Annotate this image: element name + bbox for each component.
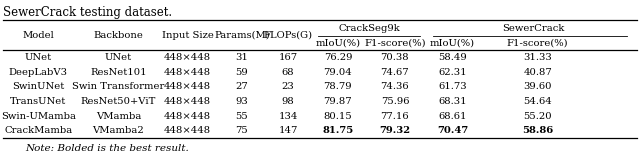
Text: 77.16: 77.16 — [381, 112, 409, 121]
Text: Model: Model — [22, 31, 54, 40]
Text: VMamba2: VMamba2 — [93, 126, 144, 135]
Text: 134: 134 — [278, 112, 298, 121]
Text: 79.32: 79.32 — [380, 126, 410, 135]
Text: 70.47: 70.47 — [437, 126, 468, 135]
Text: VMamba: VMamba — [96, 112, 141, 121]
Text: 98: 98 — [282, 97, 294, 106]
Text: SewerCrack: SewerCrack — [502, 24, 564, 33]
Text: 448×448: 448×448 — [164, 53, 211, 62]
Text: 75.96: 75.96 — [381, 97, 409, 106]
Text: 70.38: 70.38 — [381, 53, 409, 62]
Text: 55: 55 — [236, 112, 248, 121]
Text: 448×448: 448×448 — [164, 112, 211, 121]
Text: Swin Transformer: Swin Transformer — [72, 82, 164, 91]
Text: 39.60: 39.60 — [524, 82, 552, 91]
Text: 93: 93 — [236, 97, 248, 106]
Text: UNet: UNet — [105, 53, 132, 62]
Text: 62.31: 62.31 — [438, 68, 467, 77]
Text: 68.61: 68.61 — [438, 112, 467, 121]
Text: 79.87: 79.87 — [324, 97, 352, 106]
Text: 61.73: 61.73 — [438, 82, 467, 91]
Text: 167: 167 — [278, 53, 298, 62]
Text: Note: Bolded is the best result.: Note: Bolded is the best result. — [26, 144, 189, 154]
Text: 23: 23 — [282, 82, 294, 91]
Text: CrackSeg9k: CrackSeg9k — [339, 24, 400, 33]
Text: 78.79: 78.79 — [324, 82, 352, 91]
Text: 448×448: 448×448 — [164, 97, 211, 106]
Text: 76.29: 76.29 — [324, 53, 352, 62]
Text: 448×448: 448×448 — [164, 126, 211, 135]
Text: 448×448: 448×448 — [164, 82, 211, 91]
Text: mIoU(%): mIoU(%) — [316, 39, 360, 48]
Text: 75: 75 — [236, 126, 248, 135]
Text: DeepLabV3: DeepLabV3 — [9, 68, 68, 77]
Text: 68.31: 68.31 — [438, 97, 467, 106]
Text: 31.33: 31.33 — [524, 53, 552, 62]
Text: F1-score(%): F1-score(%) — [364, 39, 426, 48]
Text: 58.86: 58.86 — [522, 126, 553, 135]
Text: ResNet101: ResNet101 — [90, 68, 147, 77]
Text: 58.49: 58.49 — [438, 53, 467, 62]
Text: 40.87: 40.87 — [524, 68, 552, 77]
Text: Backbone: Backbone — [93, 31, 143, 40]
Text: 81.75: 81.75 — [323, 126, 353, 135]
Text: ResNet50+ViT: ResNet50+ViT — [81, 97, 156, 106]
Text: Swin-UMamba: Swin-UMamba — [1, 112, 76, 121]
Text: F1-score(%): F1-score(%) — [507, 39, 568, 48]
Text: SwinUNet: SwinUNet — [12, 82, 65, 91]
Text: 74.36: 74.36 — [381, 82, 409, 91]
Text: Input Size: Input Size — [161, 31, 214, 40]
Text: UNet: UNet — [25, 53, 52, 62]
Text: 31: 31 — [236, 53, 248, 62]
Text: SewerCrack testing dataset.: SewerCrack testing dataset. — [3, 6, 172, 19]
Text: 147: 147 — [278, 126, 298, 135]
Text: 54.64: 54.64 — [524, 97, 552, 106]
Text: CrackMamba: CrackMamba — [4, 126, 72, 135]
Text: 59: 59 — [236, 68, 248, 77]
Text: FLOPs(G): FLOPs(G) — [264, 31, 312, 40]
Text: 79.04: 79.04 — [324, 68, 352, 77]
Text: Params(M): Params(M) — [214, 31, 270, 40]
Text: TransUNet: TransUNet — [10, 97, 67, 106]
Text: 448×448: 448×448 — [164, 68, 211, 77]
Text: 55.20: 55.20 — [524, 112, 552, 121]
Text: 27: 27 — [236, 82, 248, 91]
Text: 74.67: 74.67 — [381, 68, 409, 77]
Text: 68: 68 — [282, 68, 294, 77]
Text: 80.15: 80.15 — [324, 112, 352, 121]
Text: mIoU(%): mIoU(%) — [430, 39, 475, 48]
